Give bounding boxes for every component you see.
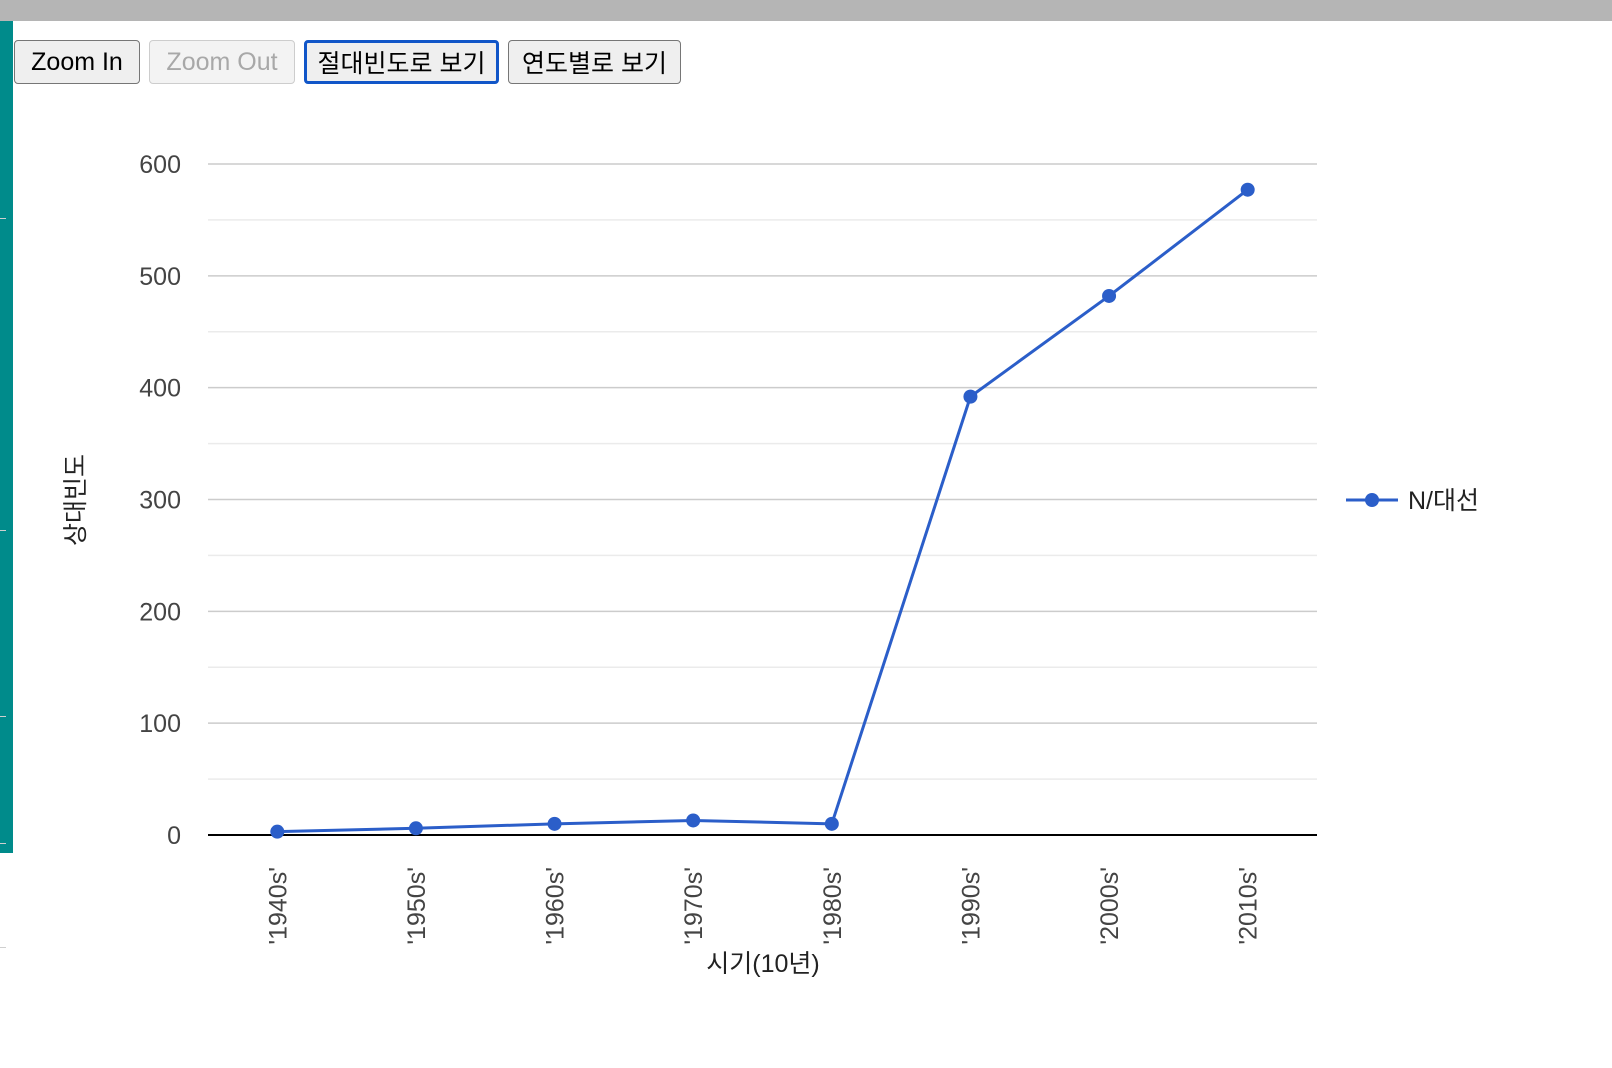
legend-point-swatch	[1365, 493, 1379, 507]
left-tick-mark	[0, 947, 6, 948]
left-side-strip	[0, 21, 13, 853]
y-tick-label: 0	[167, 822, 181, 850]
left-tick-mark	[0, 843, 6, 844]
x-tick-label: '1950s'	[403, 867, 431, 945]
left-tick-mark	[0, 530, 6, 531]
left-tick-mark	[0, 716, 6, 717]
data-point[interactable]	[824, 816, 839, 831]
zoom-out-button[interactable]: Zoom Out	[149, 40, 295, 84]
y-tick-label: 100	[139, 710, 181, 738]
data-point[interactable]	[686, 813, 701, 828]
x-axis-title: 시기(10년)	[706, 950, 819, 978]
y-tick-label: 500	[139, 263, 181, 291]
y-tick-label: 400	[139, 375, 181, 403]
by-year-button[interactable]: 연도별로 보기	[508, 40, 681, 84]
y-tick-label: 300	[139, 487, 181, 515]
y-axis-tick-labels: 0 100 200 300 400 500 600	[139, 151, 181, 850]
y-tick-label: 600	[139, 151, 181, 179]
left-tick-mark	[0, 218, 6, 219]
data-point[interactable]	[408, 821, 423, 836]
zoom-in-button[interactable]: Zoom In	[14, 40, 140, 84]
data-point[interactable]	[547, 816, 562, 831]
major-gridlines	[208, 163, 1317, 724]
x-tick-label: '1980s'	[819, 867, 847, 945]
x-tick-label: '1990s'	[957, 867, 985, 945]
minor-gridlines	[208, 219, 1317, 780]
y-axis-title: 상대빈도	[62, 454, 90, 546]
browser-top-bar	[0, 0, 1612, 21]
legend: N/대선	[1346, 487, 1479, 515]
x-tick-label: '1940s'	[264, 867, 292, 945]
data-point[interactable]	[270, 824, 285, 839]
x-tick-label: '1970s'	[680, 867, 708, 945]
x-axis-tick-labels: '1940s' '1950s' '1960s' '1970s' '1980s' '1990…	[264, 867, 1262, 945]
series-layer	[270, 182, 1255, 839]
series-line	[277, 188, 1249, 834]
data-point[interactable]	[1102, 288, 1117, 303]
x-tick-label: '1960s'	[542, 867, 570, 945]
data-point[interactable]	[963, 389, 978, 404]
x-tick-label: '2010s'	[1235, 867, 1263, 945]
legend-label: N/대선	[1408, 487, 1479, 515]
absolute-frequency-button[interactable]: 절대빈도로 보기	[304, 40, 499, 84]
y-tick-label: 200	[139, 598, 181, 626]
data-point[interactable]	[1240, 182, 1255, 197]
x-tick-label: '2000s'	[1096, 867, 1124, 945]
